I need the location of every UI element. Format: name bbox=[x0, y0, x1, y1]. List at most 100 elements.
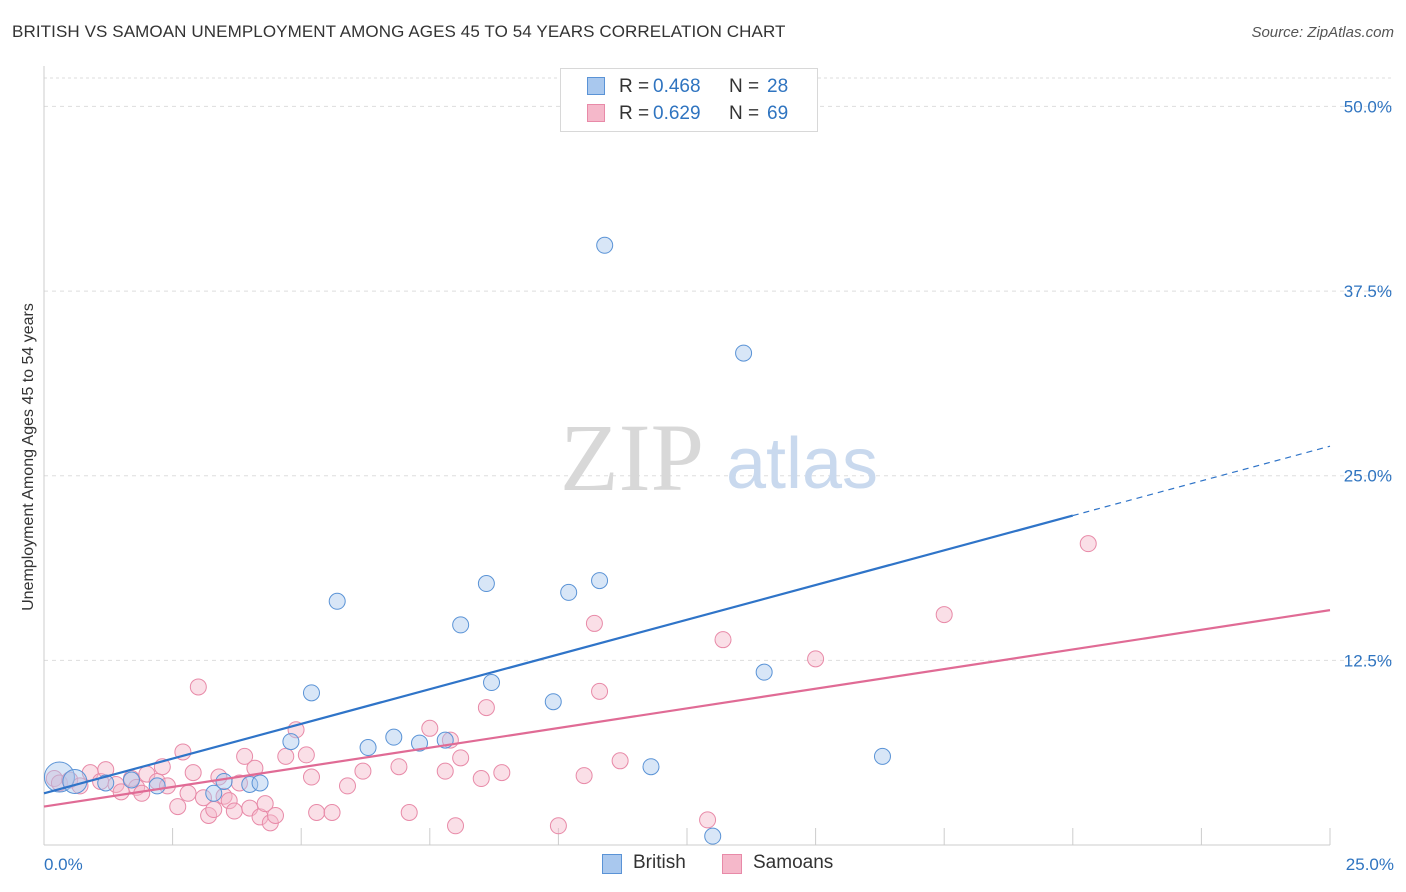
y-tick-label: 50.0% bbox=[1344, 97, 1392, 116]
samoans-point bbox=[447, 817, 465, 835]
british-point bbox=[591, 572, 609, 590]
british-points bbox=[43, 236, 891, 845]
british-point bbox=[544, 693, 562, 711]
samoans-point bbox=[452, 749, 470, 767]
samoans-point bbox=[189, 678, 207, 696]
british-trend-extension bbox=[1072, 445, 1331, 517]
samoans-point bbox=[277, 747, 295, 765]
british-point bbox=[205, 784, 223, 802]
british-point bbox=[704, 827, 722, 845]
samoans-points bbox=[45, 535, 1097, 835]
samoans-point bbox=[302, 768, 320, 786]
british-r-label: R = bbox=[619, 76, 650, 97]
british-point bbox=[122, 771, 140, 789]
samoans-point bbox=[266, 806, 284, 824]
samoans-point bbox=[338, 777, 356, 795]
samoans-point bbox=[1079, 535, 1097, 553]
british-point bbox=[560, 583, 578, 601]
british-point bbox=[62, 768, 88, 794]
samoans-point bbox=[549, 817, 567, 835]
watermark-atlas: atlas bbox=[726, 424, 878, 504]
source-credit: Source: ZipAtlas.com bbox=[1251, 24, 1394, 41]
samoans-trend-line bbox=[43, 609, 1331, 808]
samoans-point bbox=[169, 798, 187, 816]
samoans-swatch bbox=[587, 104, 605, 122]
british-point bbox=[215, 772, 233, 790]
correlation-legend: R = 0.468 N = 28 R = 0.629 N = 69 bbox=[560, 68, 818, 132]
trend-lines bbox=[43, 445, 1331, 808]
samoans-legend-swatch bbox=[722, 854, 742, 874]
gridlines bbox=[44, 77, 1392, 661]
y-tick-label: 37.5% bbox=[1344, 282, 1392, 301]
samoans-point bbox=[220, 792, 238, 810]
samoans-r-value: 0.629 bbox=[653, 103, 701, 124]
samoans-point bbox=[297, 746, 315, 764]
samoans-point bbox=[421, 719, 439, 737]
samoans-point bbox=[179, 784, 197, 802]
british-point bbox=[251, 774, 269, 792]
samoans-point bbox=[493, 764, 511, 782]
british-n-value: 28 bbox=[767, 76, 789, 97]
y-tick-label: 25.0% bbox=[1344, 467, 1392, 486]
british-swatch bbox=[587, 77, 605, 95]
samoans-r-label: R = bbox=[619, 103, 650, 124]
british-point bbox=[873, 747, 891, 765]
british-trend-line bbox=[43, 514, 1074, 795]
british-legend-label: British bbox=[633, 852, 686, 873]
samoans-n-value: 69 bbox=[767, 103, 789, 124]
samoans-point bbox=[236, 747, 254, 765]
british-r-value: 0.468 bbox=[653, 76, 701, 97]
watermark: ZIP atlas bbox=[560, 404, 878, 511]
samoans-point bbox=[585, 614, 603, 632]
samoans-point bbox=[472, 770, 490, 788]
samoans-point bbox=[323, 804, 341, 822]
british-point bbox=[328, 592, 346, 610]
british-point bbox=[359, 739, 377, 757]
y-tick-label: 12.5% bbox=[1344, 651, 1392, 670]
samoans-legend-label: Samoans bbox=[753, 852, 834, 873]
british-point bbox=[385, 728, 403, 746]
x-tick-label-min: 0.0% bbox=[44, 855, 83, 874]
tick-labels: 12.5% 25.0% 37.5% 50.0% 0.0% 25.0% bbox=[44, 97, 1394, 874]
british-n-label: N = bbox=[729, 76, 760, 97]
samoans-n-label: N = bbox=[729, 103, 760, 124]
samoans-point bbox=[215, 787, 233, 805]
british-point bbox=[411, 734, 429, 752]
british-point bbox=[735, 344, 753, 362]
samoans-point bbox=[205, 801, 223, 819]
samoans-point bbox=[256, 795, 274, 813]
samoans-point bbox=[184, 764, 202, 782]
british-point bbox=[148, 777, 166, 795]
samoans-point bbox=[194, 789, 212, 807]
axes bbox=[43, 66, 1331, 846]
british-point bbox=[43, 761, 75, 793]
british-point bbox=[452, 616, 470, 634]
samoans-point bbox=[611, 752, 629, 770]
samoans-point bbox=[354, 762, 372, 780]
samoans-point bbox=[308, 804, 326, 822]
british-point bbox=[642, 758, 660, 776]
samoans-point bbox=[714, 631, 732, 649]
samoans-point bbox=[225, 802, 243, 820]
samoans-point bbox=[591, 682, 609, 700]
samoans-point bbox=[436, 762, 454, 780]
british-legend-swatch bbox=[602, 854, 622, 874]
x-tick-label-max: 25.0% bbox=[1346, 855, 1394, 874]
british-point bbox=[97, 774, 115, 792]
samoans-point bbox=[807, 650, 825, 668]
british-point bbox=[483, 674, 501, 692]
samoans-point bbox=[699, 811, 717, 829]
samoans-point bbox=[246, 759, 264, 777]
samoans-point bbox=[575, 767, 593, 785]
watermark-zip: ZIP bbox=[560, 404, 704, 511]
chart-title: BRITISH VS SAMOAN UNEMPLOYMENT AMONG AGE… bbox=[12, 22, 786, 41]
samoans-point bbox=[390, 758, 408, 776]
samoans-point bbox=[935, 606, 953, 624]
british-point bbox=[302, 684, 320, 702]
samoans-point bbox=[477, 699, 495, 717]
samoans-point bbox=[400, 804, 418, 822]
british-point bbox=[477, 575, 495, 593]
british-point bbox=[755, 663, 773, 681]
british-point bbox=[596, 236, 614, 254]
